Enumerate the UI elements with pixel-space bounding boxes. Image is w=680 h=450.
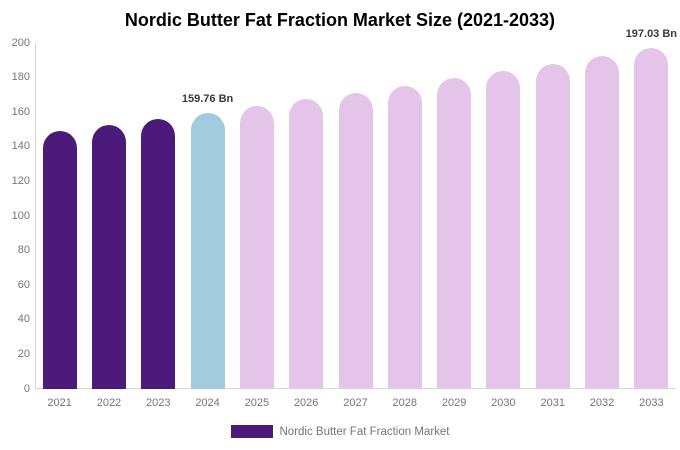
bar-2025 xyxy=(239,106,274,389)
y-axis-tick-100: 100 xyxy=(11,209,30,222)
bar-2023 xyxy=(141,118,176,389)
bar-2024 xyxy=(190,112,225,389)
bar-2030 xyxy=(486,71,521,389)
bar-2032 xyxy=(585,55,620,389)
x-axis-tick-2025: 2025 xyxy=(244,397,270,409)
y-axis-tick-0: 0 xyxy=(23,382,30,395)
x-axis-tick-2024: 2024 xyxy=(195,397,220,409)
bar-2022 xyxy=(91,125,126,389)
bar-2031 xyxy=(535,63,570,389)
x-axis-tick-2033: 2033 xyxy=(639,397,664,409)
y-axis-tick-200: 200 xyxy=(11,36,30,49)
x-axis-tick-2027: 2027 xyxy=(343,397,368,409)
y-axis-tick-140: 140 xyxy=(11,140,30,153)
bar-2028 xyxy=(387,85,422,389)
data-label-2024: 159.76 Bn xyxy=(181,92,234,105)
x-axis-tick-2028: 2028 xyxy=(392,397,418,409)
x-axis-tick-2021: 2021 xyxy=(47,397,72,409)
x-axis-tick-2022: 2022 xyxy=(96,397,122,409)
x-axis-tick-2031: 2031 xyxy=(540,397,565,409)
bar-2027 xyxy=(338,92,373,389)
y-axis-tick-180: 180 xyxy=(11,71,30,84)
y-axis-tick-80: 80 xyxy=(17,244,30,257)
data-label-2033: 197.03 Bn xyxy=(625,28,678,41)
bar-2033 xyxy=(634,48,669,389)
legend-swatch-icon xyxy=(230,425,273,438)
y-axis-tick-60: 60 xyxy=(17,278,30,291)
x-axis-tick-2032: 2032 xyxy=(589,397,615,409)
bar-2029 xyxy=(437,78,472,389)
x-axis-tick-2026: 2026 xyxy=(293,397,319,409)
chart-title: Nordic Butter Fat Fraction Market Size (… xyxy=(124,10,556,30)
bar-2026 xyxy=(289,99,324,389)
y-axis-tick-20: 20 xyxy=(17,347,30,360)
y-axis-tick-40: 40 xyxy=(17,313,30,326)
legend-label: Nordic Butter Fat Fraction Market xyxy=(279,425,450,438)
bar-2021 xyxy=(42,131,77,389)
legend: Nordic Butter Fat Fraction Market xyxy=(0,425,680,438)
x-axis-tick-2023: 2023 xyxy=(146,397,171,409)
y-axis-tick-160: 160 xyxy=(11,105,30,118)
y-axis-tick-120: 120 xyxy=(11,174,30,187)
x-axis-tick-2029: 2029 xyxy=(441,397,467,409)
x-axis-tick-2030: 2030 xyxy=(491,397,516,409)
